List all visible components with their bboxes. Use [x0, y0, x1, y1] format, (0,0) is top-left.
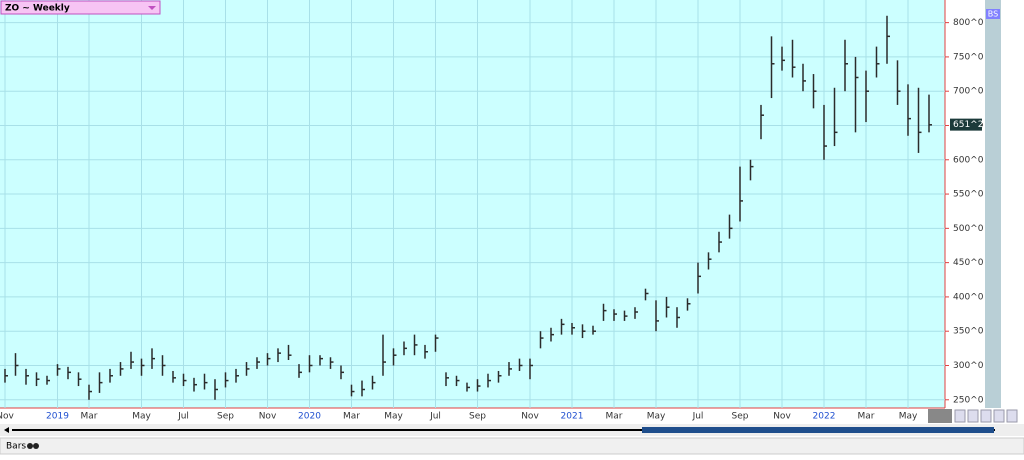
x-tick-label: Mar — [606, 412, 623, 422]
x-tick-label: 2022 — [813, 412, 836, 422]
dropdown-arrow[interactable] — [148, 6, 156, 10]
status-bar — [0, 437, 1024, 455]
scroll-left[interactable] — [4, 427, 9, 433]
tool-button[interactable] — [954, 409, 966, 423]
chart-style[interactable]: Bars — [6, 442, 26, 452]
x-tick-label: Mar — [343, 412, 360, 422]
x-tick-label: Mar — [81, 412, 98, 422]
x-tick-label: Nov — [0, 412, 14, 422]
x-tick-label: Jul — [692, 412, 704, 422]
x-tick-label: 2019 — [46, 412, 69, 422]
tool-button[interactable] — [993, 409, 1005, 423]
x-tick-label: 2020 — [298, 412, 321, 422]
scroll-button[interactable] — [928, 409, 952, 423]
y-tick-label: 250^0 — [953, 395, 984, 405]
x-tick-label: 2021 — [561, 412, 584, 422]
y-tick-label: 350^0 — [953, 327, 984, 337]
x-tick-label: May — [384, 412, 403, 422]
x-tick-label: Nov — [773, 412, 791, 422]
tool-button[interactable] — [980, 409, 992, 423]
x-tick-label: Sep — [217, 412, 234, 422]
x-tick-label: Mar — [858, 412, 875, 422]
tool-button[interactable] — [967, 409, 979, 423]
y-tick-label: 750^0 — [953, 52, 984, 62]
side-strip — [985, 0, 1001, 408]
y-tick-label: 300^0 — [953, 361, 984, 371]
x-tick-label: Nov — [259, 412, 277, 422]
last-price-box — [950, 118, 982, 131]
last-price-label: 651^2 — [953, 120, 983, 130]
x-tick-label: Sep — [732, 412, 749, 422]
icon — [27, 443, 33, 449]
y-tick-label: 800^0 — [953, 18, 984, 28]
y-tick-label: 600^0 — [953, 155, 984, 165]
y-tick-label: 700^0 — [953, 87, 984, 97]
y-tick-label: 550^0 — [953, 190, 984, 200]
y-axis-area — [945, 0, 985, 424]
tool-button[interactable] — [1006, 409, 1018, 423]
plot-area — [0, 0, 945, 408]
x-tick-label: Nov — [521, 412, 539, 422]
y-tick-label: 450^0 — [953, 258, 984, 268]
symbol-selector[interactable] — [0, 0, 161, 15]
icon — [33, 443, 39, 449]
y-tick-label: 500^0 — [953, 224, 984, 234]
x-tick-label: May — [647, 412, 666, 422]
symbol-title: ZO ~ Weekly — [5, 4, 70, 14]
x-tick-label: Sep — [469, 412, 486, 422]
x-tick-label: Jul — [429, 412, 441, 422]
y-tick-label: 400^0 — [953, 292, 984, 302]
plot — [0, 0, 945, 408]
badge-text: BS — [988, 10, 998, 19]
x-tick-label: May — [899, 412, 918, 422]
scroll-thumb[interactable] — [642, 427, 994, 433]
x-tick-label: May — [132, 412, 151, 422]
x-tick-label: Jul — [177, 412, 189, 422]
badge[interactable] — [986, 9, 1000, 19]
